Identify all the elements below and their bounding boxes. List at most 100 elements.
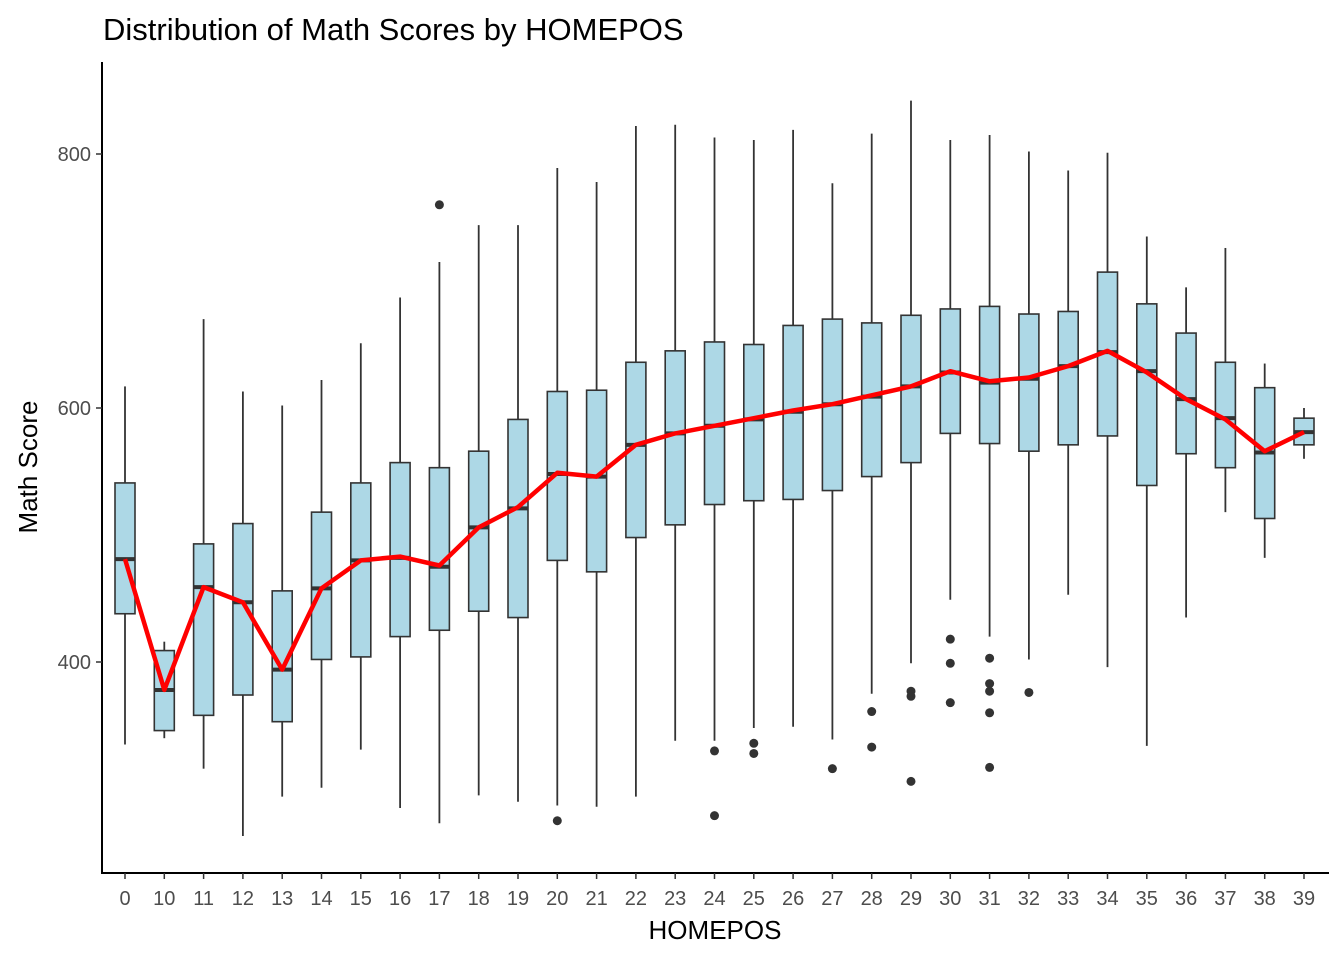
box [1136,303,1158,487]
outlier-point [749,748,759,758]
x-tick-label: 27 [821,888,843,910]
outlier-point [985,653,995,663]
box [625,361,647,539]
box-group-19 [507,225,529,802]
box-group-27 [821,183,844,774]
x-tick-label: 22 [625,888,647,910]
box-group-32 [1018,151,1040,697]
outlier-point [945,698,955,708]
x-tick-label: 33 [1057,888,1079,910]
box-group-37 [1214,247,1237,513]
box-group-26 [782,129,804,727]
box [389,461,411,638]
x-tick-label: 19 [507,888,529,910]
box-group-30 [939,140,962,708]
box-group-25 [742,140,765,758]
y-tick-label: 800 [58,144,91,166]
box-group-33 [1057,170,1079,595]
box-group-21 [585,181,608,807]
outlier-point [867,707,877,717]
x-tick-label: 23 [664,888,686,910]
x-tick-label: 13 [271,888,293,910]
box [507,418,529,619]
outlier-point [906,776,916,786]
x-tick-label: 39 [1293,888,1315,910]
box-group-28 [860,133,883,752]
box [349,482,372,658]
chart-title: Distribution of Math Scores by HOMEPOS [103,12,684,47]
outlier-point [945,634,955,644]
x-tick-label: 38 [1254,888,1276,910]
x-tick-label: 31 [978,888,1000,910]
outlier-point [906,691,916,701]
outlier-point [985,708,995,718]
outlier-point [749,738,759,748]
box [428,466,451,632]
y-tick-label: 400 [58,652,91,674]
x-tick-label: 30 [939,888,961,910]
outlier-point [552,816,562,826]
outlier-point [434,200,444,210]
box-group-16 [389,297,411,809]
box [232,522,254,696]
box [585,389,608,573]
box-group-20 [546,167,569,826]
box [742,343,765,502]
x-tick-label: 25 [743,888,765,910]
outlier-point [867,742,877,752]
box-group-35 [1136,236,1158,746]
x-tick-label: 37 [1214,888,1236,910]
box-group-29 [900,100,922,786]
outlier-point [985,679,995,689]
box-group-36 [1175,287,1197,618]
x-tick-label: 10 [153,888,175,910]
box-group-13 [271,405,294,797]
box-group-38 [1253,363,1276,558]
box-group-17 [428,200,451,824]
x-tick-label: 0 [119,888,130,910]
x-tick-label: 15 [350,888,372,910]
box-group-18 [467,225,490,796]
x-tick-label: 12 [232,888,254,910]
x-tick-label: 18 [468,888,490,910]
box-group-12 [232,391,254,836]
box [192,543,215,717]
box [860,322,883,478]
x-axis-ticks: 0 10 11 12 13 14 15 16 17 18 19 20 21 22 23 24 25 26 27 28 2… [119,873,1315,910]
box [1018,313,1040,452]
outlier-point [827,764,837,774]
box [978,305,1001,445]
outlier-point [945,658,955,668]
x-tick-label: 34 [1096,888,1118,910]
x-tick-label: 17 [428,888,450,910]
box-group-15 [349,343,372,750]
x-tick-label: 35 [1136,888,1158,910]
plot-area [114,100,1315,836]
x-tick-label: 20 [546,888,568,910]
box [664,350,687,526]
y-axis-title: Math Score [13,401,43,534]
y-tick-label: 600 [58,398,91,420]
box [114,482,136,615]
x-tick-label: 21 [585,888,607,910]
box [1057,310,1079,446]
outlier-point [985,686,995,696]
outlier-point [1024,687,1034,697]
mean-trend-line [122,348,1305,693]
x-tick-label: 11 [193,888,214,910]
outlier-point [710,811,719,821]
box-group-22 [625,126,647,797]
x-tick-label: 24 [703,888,725,910]
x-tick-label: 14 [310,888,332,910]
outlier-point [710,746,719,756]
box-group-11 [192,319,215,769]
x-tick-label: 36 [1175,888,1197,910]
box [467,450,490,612]
x-tick-label: 26 [782,888,804,910]
box-group-34 [1096,152,1119,668]
outlier-point [985,762,995,772]
y-axis-ticks: 400 600 800 [58,144,102,674]
box-group-24 [703,137,726,821]
x-tick-label: 29 [900,888,922,910]
